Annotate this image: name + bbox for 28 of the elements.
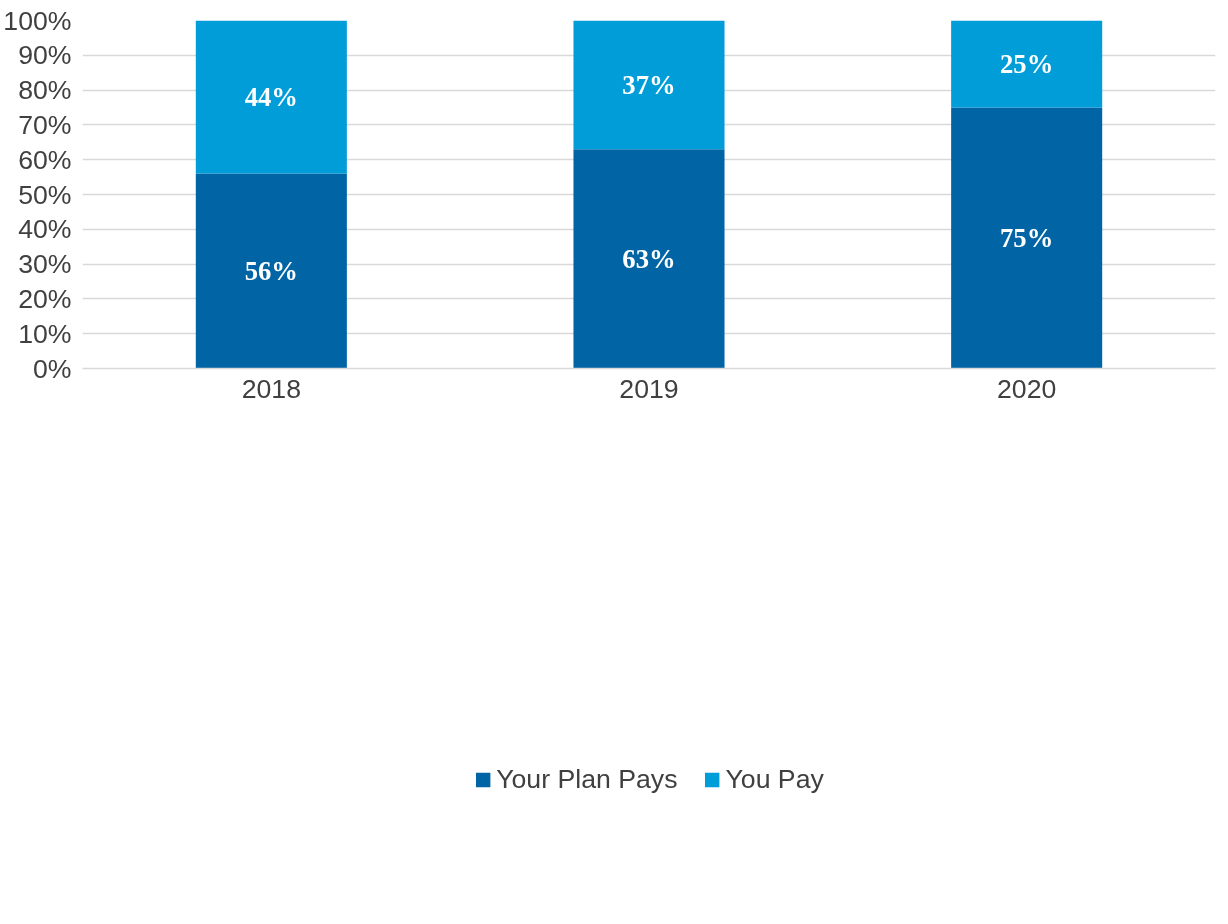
y-tick-label: 0% (32, 353, 72, 384)
legend-label: You Pay (725, 763, 824, 795)
data-label: 44% (244, 82, 298, 113)
y-tick-label: 30% (18, 249, 72, 280)
data-label: 75% (1000, 223, 1054, 253)
y-tick-label: 50% (18, 179, 72, 210)
x-tick-label: 2019 (619, 373, 679, 404)
x-tick-label: 2018 (241, 373, 301, 404)
y-tick-label: 100% (3, 5, 72, 36)
y-tick-label: 60% (18, 144, 72, 175)
x-tick-label: 2020 (997, 373, 1057, 404)
y-tick-label: 90% (18, 40, 72, 71)
y-tick-label: 40% (18, 214, 72, 245)
bar (951, 107, 1103, 369)
y-tick-label: 80% (18, 75, 72, 106)
legend-label: Your Plan Pays (496, 763, 678, 795)
bar (951, 20, 1103, 108)
data-label: 56% (244, 256, 298, 287)
y-tick-label: 10% (18, 318, 72, 349)
bar (195, 173, 347, 369)
bar (573, 20, 725, 150)
bar (195, 20, 347, 174)
data-label: 25% (1000, 49, 1054, 79)
y-tick-label: 70% (18, 109, 72, 140)
y-tick-label: 20% (18, 283, 72, 314)
data-label: 63% (622, 243, 676, 274)
bar (573, 149, 725, 369)
data-label: 37% (622, 69, 676, 100)
